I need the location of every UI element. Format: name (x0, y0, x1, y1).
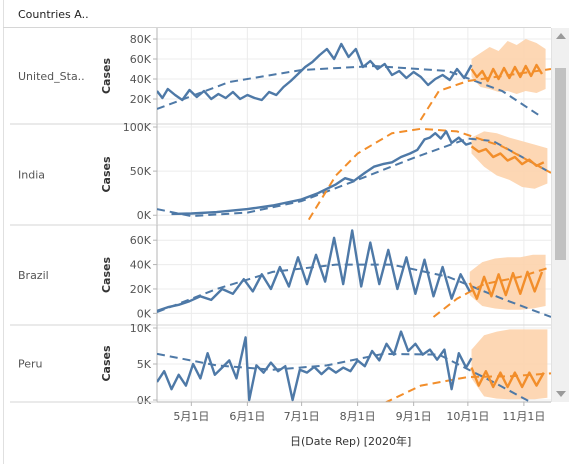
y-tick-label: 40K (130, 259, 152, 272)
country-row-label: India (18, 169, 45, 182)
header-divider (3, 27, 551, 28)
y-tick-label: 40K (130, 73, 152, 86)
row-header-title[interactable]: Countries A.. (18, 8, 89, 21)
actual-cases-line (157, 330, 473, 402)
forecast-interval-band (471, 329, 548, 400)
x-tick-label: 6月1日 (229, 410, 265, 423)
country-row-label: Brazil (18, 269, 49, 282)
y-axis-title: Cases (100, 257, 113, 294)
y-tick-label: 60K (130, 53, 152, 66)
y-axis-title: Cases (100, 156, 113, 193)
x-tick-label: 7月1日 (284, 410, 320, 423)
scrollbar-thumb[interactable] (555, 68, 566, 260)
trend-line (157, 137, 551, 218)
forecast-cases-line (470, 145, 545, 167)
y-tick-label: 50K (130, 165, 152, 178)
y-tick-label: 20K (130, 283, 152, 296)
y-tick-label: 100K (123, 121, 152, 134)
x-tick-label: 5月1日 (173, 410, 209, 423)
x-tick-label: 11月1日 (502, 410, 545, 423)
forecast-cases-line (470, 63, 544, 83)
forecast-cases-line (468, 270, 544, 300)
scroll-up-arrow-icon[interactable] (556, 33, 566, 39)
country-row-label: United_Sta.. (18, 70, 85, 83)
x-tick-label: 9月1日 (396, 410, 432, 423)
view-left-border (3, 0, 4, 464)
actual-cases-line (157, 42, 473, 102)
trend-line (157, 352, 533, 402)
y-axis-title: Cases (100, 345, 113, 382)
forecast-cases-line (470, 367, 545, 389)
x-tick-label: 10月1日 (446, 410, 489, 423)
y-tick-label: 10K (130, 322, 152, 335)
forecast-trend-line (307, 127, 551, 221)
y-tick-label: 80K (130, 33, 152, 46)
chart-canvas: 20K 40K 60K 80K United_Sta.. Cases 0K 50K 100K In… (10, 28, 551, 423)
y-tick-label: 0K (137, 209, 152, 222)
forecast-trend-line (432, 266, 551, 318)
y-tick-label: 60K (130, 234, 152, 247)
actual-cases-line (157, 229, 471, 313)
x-tick-label: 8月1日 (340, 410, 376, 423)
scroll-down-arrow-icon[interactable] (556, 391, 566, 397)
x-axis-title: 日(Date Rep) [2020年] (290, 435, 412, 448)
y-axis-title: Cases (100, 58, 113, 95)
y-tick-label: 0K (137, 307, 152, 320)
forecast-interval-band (469, 254, 546, 310)
y-tick-label: 20K (130, 93, 152, 106)
actual-cases-line (171, 130, 472, 216)
y-tick-label: 0K (137, 394, 152, 407)
country-row-label: Peru (18, 358, 43, 371)
trend-line (157, 263, 551, 318)
y-tick-label: 5K (137, 358, 152, 371)
vertical-scrollbar[interactable] (551, 28, 569, 402)
forecast-trend-line (416, 68, 551, 124)
forecast-interval-band (471, 39, 546, 94)
forecast-trend-line (384, 372, 551, 402)
